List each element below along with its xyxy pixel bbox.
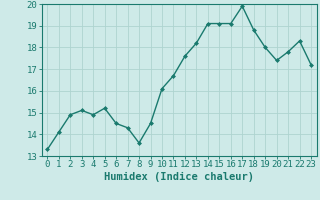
X-axis label: Humidex (Indice chaleur): Humidex (Indice chaleur) xyxy=(104,172,254,182)
